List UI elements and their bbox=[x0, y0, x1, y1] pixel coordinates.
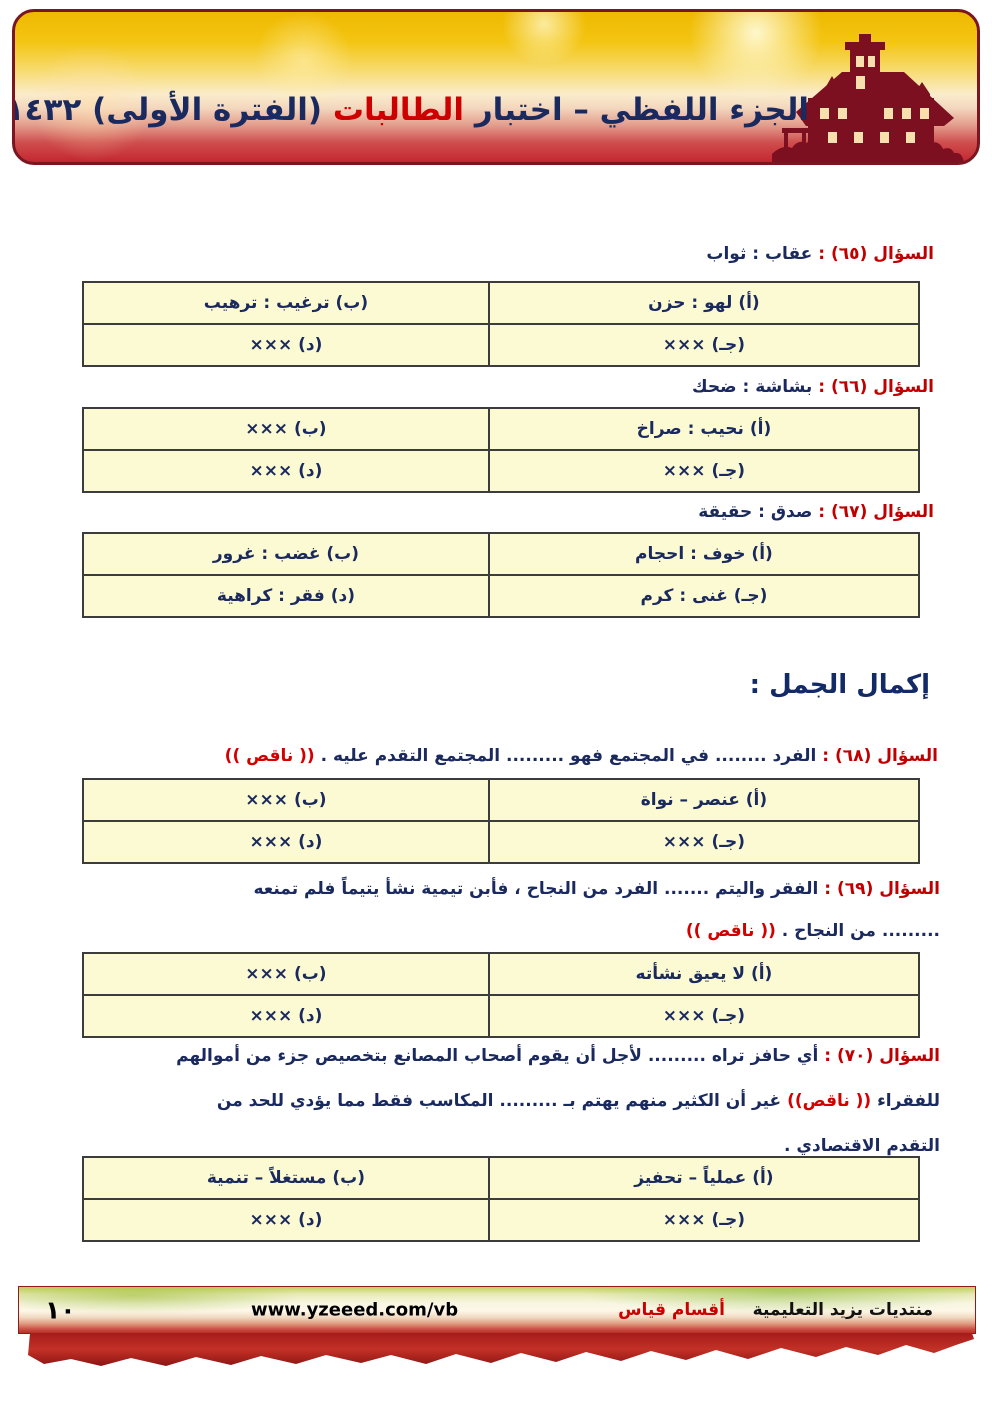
title-post: (الفترة الأولى) ١٤٣٢ هـ bbox=[12, 92, 323, 128]
question-66-options: (أ) نحيب : صراخ (ب) ××× (جـ) ××× (د) ××× bbox=[82, 407, 921, 493]
q66-option-c: (جـ) ××× bbox=[487, 449, 921, 493]
question-70-naqis-tag: (( ناقص)) bbox=[787, 1091, 872, 1111]
q67-option-a: (أ) خوف : احجام bbox=[487, 532, 921, 576]
q70-body-line2-pre: للفقراء bbox=[871, 1091, 940, 1111]
q67-option-b: (ب) غضب : غرور bbox=[82, 532, 490, 576]
house-illustration bbox=[772, 34, 965, 162]
question-70-label: السؤال (٧٠) : bbox=[824, 1046, 940, 1066]
footer-bar: منتديات يزيد التعليمية أقسام قياس www.yz… bbox=[18, 1286, 976, 1334]
q70-line1: السؤال (٧٠) :أي حافز تراه ......... لأجل… bbox=[110, 1034, 940, 1079]
section-heading-sentence-completion: إكمال الجمل : bbox=[749, 670, 930, 700]
q69-option-c: (جـ) ××× bbox=[487, 994, 921, 1038]
question-69-options: (أ) لا يعيق نشأته (ب) ××× (جـ) ××× (د) ×… bbox=[82, 952, 921, 1038]
page-title: الجزء اللفظي – اختبار الطالبات (الفترة ا… bbox=[12, 92, 809, 128]
footer-qiyas-section: أقسام قياس bbox=[618, 1300, 725, 1320]
question-67-prompt: صدق : حقيقة bbox=[698, 502, 813, 522]
torn-paper-edge bbox=[28, 1333, 974, 1366]
q70-body-line1: أي حافز تراه ......... لأجل أن يقوم أصحا… bbox=[176, 1046, 819, 1066]
q65-option-c: (جـ) ××× bbox=[487, 323, 921, 367]
question-66-header: السؤال (٦٦) :بشاشة : ضحك bbox=[692, 377, 934, 397]
question-67-header: السؤال (٦٧) :صدق : حقيقة bbox=[698, 502, 934, 522]
q69-body-line2: ......... من النجاح . bbox=[775, 921, 940, 941]
q70-option-d: (د) ××× bbox=[82, 1198, 490, 1242]
question-65-prompt: عقاب : ثواب bbox=[706, 244, 813, 264]
page-number: ١٠ bbox=[45, 1295, 76, 1325]
question-70-options: (أ) عملياً – تحفيز (ب) مستغلاً – تنمية (… bbox=[82, 1156, 921, 1242]
title-students: الطالبات bbox=[332, 92, 465, 128]
q68-option-b: (ب) ××× bbox=[82, 778, 490, 822]
question-68-header: السؤال (٦٨) :الفرد ........ في المجتمع ف… bbox=[225, 746, 938, 766]
question-68-options: (أ) عنصر – نواة (ب) ××× (جـ) ××× (د) ××× bbox=[82, 778, 921, 864]
question-68-body: الفرد ........ في المجتمع فهو ......... … bbox=[314, 746, 817, 766]
q69-line1: السؤال (٦٩) :الفقر واليتم ....... الفرد … bbox=[110, 868, 940, 910]
q69-line2: ......... من النجاح . (( ناقص )) bbox=[110, 910, 940, 952]
q68-option-a: (أ) عنصر – نواة bbox=[487, 778, 921, 822]
q70-option-b: (ب) مستغلاً – تنمية bbox=[82, 1156, 490, 1200]
q70-line2: للفقراء (( ناقص)) غير أن الكثير منهم يهت… bbox=[110, 1079, 940, 1124]
q69-option-b: (ب) ××× bbox=[82, 952, 490, 996]
question-67-label: السؤال (٦٧) : bbox=[818, 502, 934, 522]
question-68-label: السؤال (٦٨) : bbox=[822, 746, 938, 766]
header-banner: الجزء اللفظي – اختبار الطالبات (الفترة ا… bbox=[12, 9, 980, 165]
question-67-options: (أ) خوف : احجام (ب) غضب : غرور (جـ) غنى … bbox=[82, 532, 921, 618]
question-70-text: السؤال (٧٠) :أي حافز تراه ......... لأجل… bbox=[110, 1034, 940, 1169]
q65-option-d: (د) ××× bbox=[82, 323, 490, 367]
q66-option-a: (أ) نحيب : صراخ bbox=[487, 407, 921, 451]
question-69-label: السؤال (٦٩) : bbox=[824, 879, 940, 899]
title-pre: الجزء اللفظي – اختبار bbox=[464, 92, 809, 128]
q66-option-d: (د) ××× bbox=[82, 449, 490, 493]
q69-option-d: (د) ××× bbox=[82, 994, 490, 1038]
q66-option-b: (ب) ××× bbox=[82, 407, 490, 451]
q69-body-line1: الفقر واليتم ....... الفرد من النجاح ، ف… bbox=[253, 879, 819, 899]
q70-option-a: (أ) عملياً – تحفيز bbox=[487, 1156, 921, 1200]
q69-option-a: (أ) لا يعيق نشأته bbox=[487, 952, 921, 996]
question-68-naqis-tag: (( ناقص )) bbox=[224, 746, 315, 766]
q65-option-b: (ب) ترغيب : ترهيب bbox=[82, 281, 490, 325]
q65-option-a: (أ) لهو : حزن bbox=[487, 281, 921, 325]
q70-body-line2-post: غير أن الكثير منهم يهتم بـ ......... الم… bbox=[216, 1091, 788, 1111]
q68-option-c: (جـ) ××× bbox=[487, 820, 921, 864]
footer-website-url: www.yzeeed.com/vb bbox=[251, 1299, 459, 1321]
footer-forum-name: منتديات يزيد التعليمية bbox=[752, 1300, 933, 1320]
q68-option-d: (د) ××× bbox=[82, 820, 490, 864]
q67-option-d: (د) فقر : كراهية bbox=[82, 574, 490, 618]
question-69-naqis-tag: (( ناقص )) bbox=[685, 921, 776, 941]
q70-line3: التقدم الاقتصادي . bbox=[784, 1136, 940, 1156]
question-69-text: السؤال (٦٩) :الفقر واليتم ....... الفرد … bbox=[110, 868, 940, 952]
question-65-label: السؤال (٦٥) : bbox=[818, 244, 934, 264]
question-66-prompt: بشاشة : ضحك bbox=[692, 377, 813, 397]
question-65-options: (أ) لهو : حزن (ب) ترغيب : ترهيب (جـ) ×××… bbox=[82, 281, 921, 367]
question-66-label: السؤال (٦٦) : bbox=[818, 377, 934, 397]
q67-option-c: (جـ) غنى : كرم bbox=[487, 574, 921, 618]
q70-option-c: (جـ) ××× bbox=[487, 1198, 921, 1242]
question-65-header: السؤال (٦٥) :عقاب : ثواب bbox=[706, 244, 934, 264]
